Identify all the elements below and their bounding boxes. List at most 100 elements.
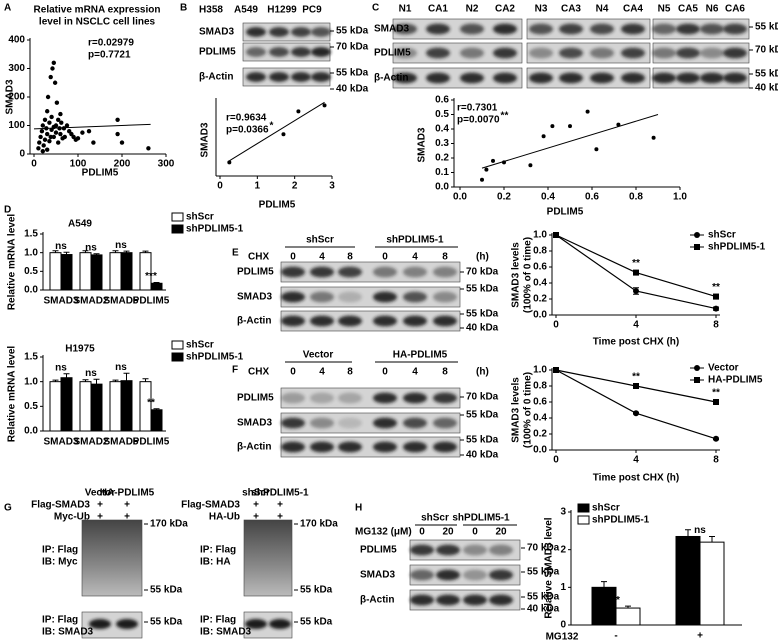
condition-mark: +	[97, 500, 103, 511]
x-tick-label: 1	[255, 181, 261, 192]
significance: **	[712, 282, 720, 293]
legend-swatch	[171, 352, 184, 362]
marker	[713, 399, 719, 405]
point	[594, 147, 599, 152]
significance: ns	[694, 525, 706, 536]
kda-marker: 55 kDa	[755, 69, 778, 80]
group-label: shScr	[421, 513, 449, 524]
stat-label: p=0.0070	[457, 115, 500, 126]
column-label: 0	[290, 252, 296, 263]
kda-marker: 55 kDa	[466, 284, 499, 295]
point	[51, 60, 56, 65]
column-label: N4	[596, 4, 609, 15]
kda-marker: 70 kDa	[755, 45, 778, 56]
y-tick-label: 100	[8, 120, 25, 131]
y-tick-label: 0	[19, 149, 25, 160]
group-label: shPDLIM5-1	[251, 488, 309, 499]
point	[115, 131, 120, 137]
x-tick-label: 0.0	[453, 192, 467, 203]
ip-label: IP: Flag	[200, 615, 236, 626]
group-label: Vector	[303, 350, 334, 361]
band	[676, 23, 700, 35]
band	[281, 417, 305, 429]
kda-marker: 70 kDa	[466, 392, 499, 403]
point	[484, 167, 489, 172]
x-axis-label: Time post CHX (h)	[593, 337, 679, 348]
bar	[150, 409, 163, 432]
bar	[49, 252, 62, 291]
band	[652, 23, 676, 35]
band	[621, 23, 645, 35]
band	[700, 47, 724, 59]
band	[373, 392, 397, 404]
marker	[633, 288, 639, 294]
category-label: PDLIM5	[133, 437, 170, 448]
marker	[713, 435, 719, 442]
kda-marker: 70 kDa	[466, 267, 499, 278]
error-bar	[93, 378, 100, 385]
row-label: SMAD3	[374, 24, 409, 35]
band	[281, 392, 305, 404]
panel-label: H	[355, 503, 362, 514]
column-label: CA1	[428, 4, 448, 15]
y-tick-label: 0.3	[435, 138, 449, 149]
significance: ns	[85, 242, 97, 253]
kda-marker: 55 kDa	[300, 617, 333, 628]
significance: ***	[145, 271, 157, 282]
y-tick-label: 200	[8, 92, 25, 103]
point	[322, 103, 327, 108]
legend-marker	[694, 377, 700, 383]
chart-title: H1975	[65, 344, 95, 355]
row-label: β-Actin	[199, 72, 233, 83]
point	[651, 135, 656, 140]
band	[373, 315, 397, 327]
column-label: 20	[495, 527, 507, 538]
row-label: SMAD3	[199, 27, 234, 38]
category-label: SMAD5	[103, 437, 138, 448]
point	[47, 120, 52, 125]
x-axis-label: Time post CHX (h)	[593, 473, 679, 484]
condition-mark: +	[253, 512, 259, 523]
y-tick-label: 3	[560, 507, 566, 518]
bar	[591, 586, 617, 626]
kda-marker: 55 kDa	[527, 567, 560, 578]
blot-strip	[526, 42, 651, 64]
y-tick-label: 0.0	[24, 426, 38, 437]
ip-label: IP: Flag	[42, 545, 78, 556]
x-axis-label: MG132	[546, 632, 579, 643]
significance: ns	[115, 240, 127, 251]
point	[40, 123, 45, 128]
row-label: PDLIM5	[237, 393, 274, 404]
row-label: SMAD3	[237, 292, 272, 303]
error-bar	[112, 379, 119, 382]
point	[56, 117, 61, 123]
bar	[60, 377, 73, 432]
kda-marker: 55 kDa	[150, 617, 183, 628]
fit-line	[229, 101, 325, 162]
band	[433, 417, 457, 429]
x-tick-label: 0.4	[541, 192, 555, 203]
band	[460, 23, 484, 35]
point	[53, 123, 59, 128]
column-label: 8	[442, 367, 448, 378]
band	[310, 417, 334, 429]
ib-label: IB: Myc	[42, 557, 78, 568]
kda-marker: 55 kDa	[336, 26, 369, 37]
column-label: 0	[472, 527, 478, 538]
group-label: HA-PDLIM5	[393, 350, 448, 361]
blot-strip	[526, 67, 651, 89]
error-bar	[123, 250, 130, 253]
band	[310, 441, 334, 453]
band	[310, 315, 334, 327]
condition-label: Flag-SMAD3	[31, 500, 90, 511]
y-tick-label: 0.2	[533, 429, 547, 440]
band	[559, 72, 583, 84]
y-axis-label: Relative SMAD3 level	[544, 517, 555, 618]
kda-marker: 55 kDa	[466, 435, 499, 446]
legend-marker	[694, 244, 700, 250]
bar	[90, 254, 103, 291]
band	[310, 266, 334, 278]
band	[621, 72, 645, 84]
point	[41, 143, 46, 148]
legend-swatch	[171, 212, 184, 222]
